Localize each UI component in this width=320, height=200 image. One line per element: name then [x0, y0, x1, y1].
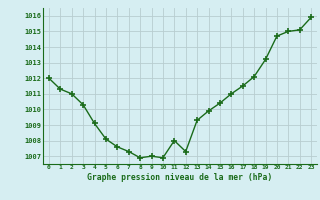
X-axis label: Graphe pression niveau de la mer (hPa): Graphe pression niveau de la mer (hPa) [87, 173, 273, 182]
